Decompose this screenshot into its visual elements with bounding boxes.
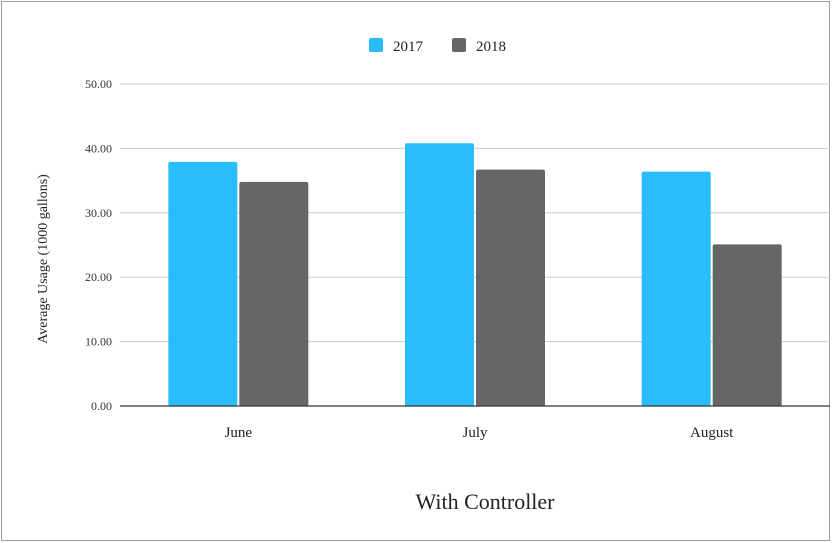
- x-axis-label: With Controller: [415, 489, 555, 514]
- gridlines: [120, 83, 830, 343]
- y-tick-label: 40.00: [85, 141, 112, 155]
- x-axis-ticks: June July August: [225, 425, 735, 441]
- legend-swatch: [369, 38, 383, 52]
- bar-august-2017: [641, 171, 711, 406]
- bar-june-2018: [239, 181, 309, 406]
- bar-august-2018: [712, 244, 782, 406]
- legend-label: 2017: [393, 39, 424, 55]
- bar-july-2017: [405, 143, 474, 407]
- x-tick-label: June: [225, 425, 253, 441]
- y-axis-label: Average Usage (1000 gallons): [36, 174, 51, 344]
- y-tick-label: 10.00: [85, 335, 112, 349]
- x-tick-label: July: [462, 425, 488, 441]
- y-tick-label: 50.00: [85, 77, 112, 91]
- legend: 2017 2018: [369, 38, 506, 55]
- y-tick-label: 0.00: [91, 399, 112, 413]
- y-tick-label: 30.00: [85, 206, 112, 220]
- legend-swatch: [452, 38, 466, 52]
- y-axis-ticks: 0.00 10.00 20.00 30.00 40.00 50.00: [85, 77, 112, 413]
- bar-july-2018: [476, 169, 545, 406]
- bar-june-2017: [168, 161, 238, 406]
- bars: [168, 143, 782, 407]
- legend-label: 2018: [476, 39, 506, 55]
- y-tick-label: 20.00: [85, 270, 112, 284]
- x-tick-label: August: [690, 425, 734, 441]
